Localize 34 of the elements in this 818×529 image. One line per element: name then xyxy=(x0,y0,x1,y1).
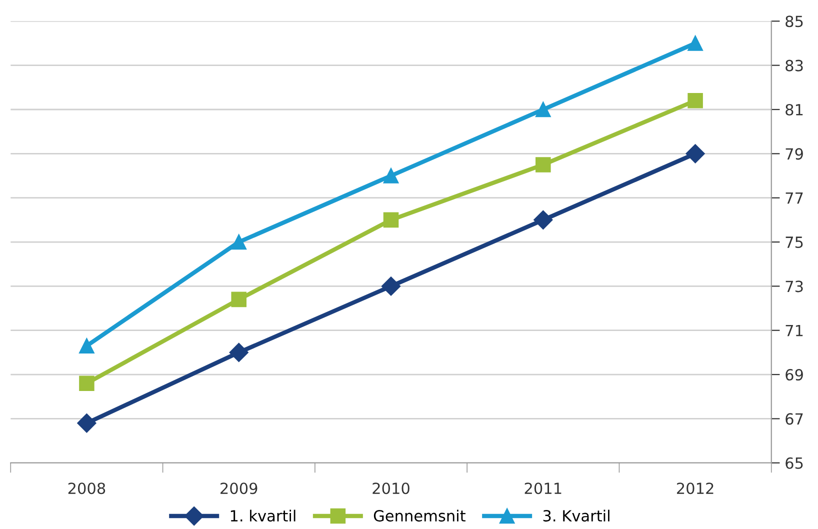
point xyxy=(79,376,94,392)
point xyxy=(536,102,551,118)
legend-label: Gennemsnit xyxy=(374,510,466,522)
y-tick-label: 81 xyxy=(786,104,803,116)
y-tick-label: 79 xyxy=(786,148,803,160)
point xyxy=(534,210,553,230)
point xyxy=(383,168,399,184)
y-tick-label: 77 xyxy=(786,192,803,204)
point xyxy=(231,234,246,250)
y-tick-label: 69 xyxy=(786,368,803,381)
point xyxy=(688,36,703,51)
point xyxy=(77,414,96,433)
y-tick-label: 65 xyxy=(786,457,803,469)
point xyxy=(686,144,705,164)
x-tick-label: 2008 xyxy=(68,482,106,494)
y-tick-label: 83 xyxy=(786,60,803,72)
y-tick-label: 73 xyxy=(786,280,803,292)
y-tick-label: 71 xyxy=(786,325,803,336)
point xyxy=(381,276,401,296)
x-tick-label: 2009 xyxy=(220,482,258,494)
legend-label: 1. kvartil xyxy=(230,510,296,522)
y-tick-label: 85 xyxy=(786,16,803,28)
point xyxy=(383,212,399,228)
x-tick-label: 2011 xyxy=(524,482,562,494)
x-tick-label: 2012 xyxy=(676,482,714,494)
point xyxy=(688,93,703,108)
point xyxy=(79,338,94,354)
x-tick-label: 2010 xyxy=(372,482,410,494)
y-tick-label: 75 xyxy=(786,236,803,248)
y-tick-label: 67 xyxy=(786,413,803,425)
point xyxy=(536,157,551,172)
point xyxy=(231,292,246,308)
legend-label: 3. Kvartil xyxy=(543,510,610,522)
point xyxy=(229,342,248,362)
